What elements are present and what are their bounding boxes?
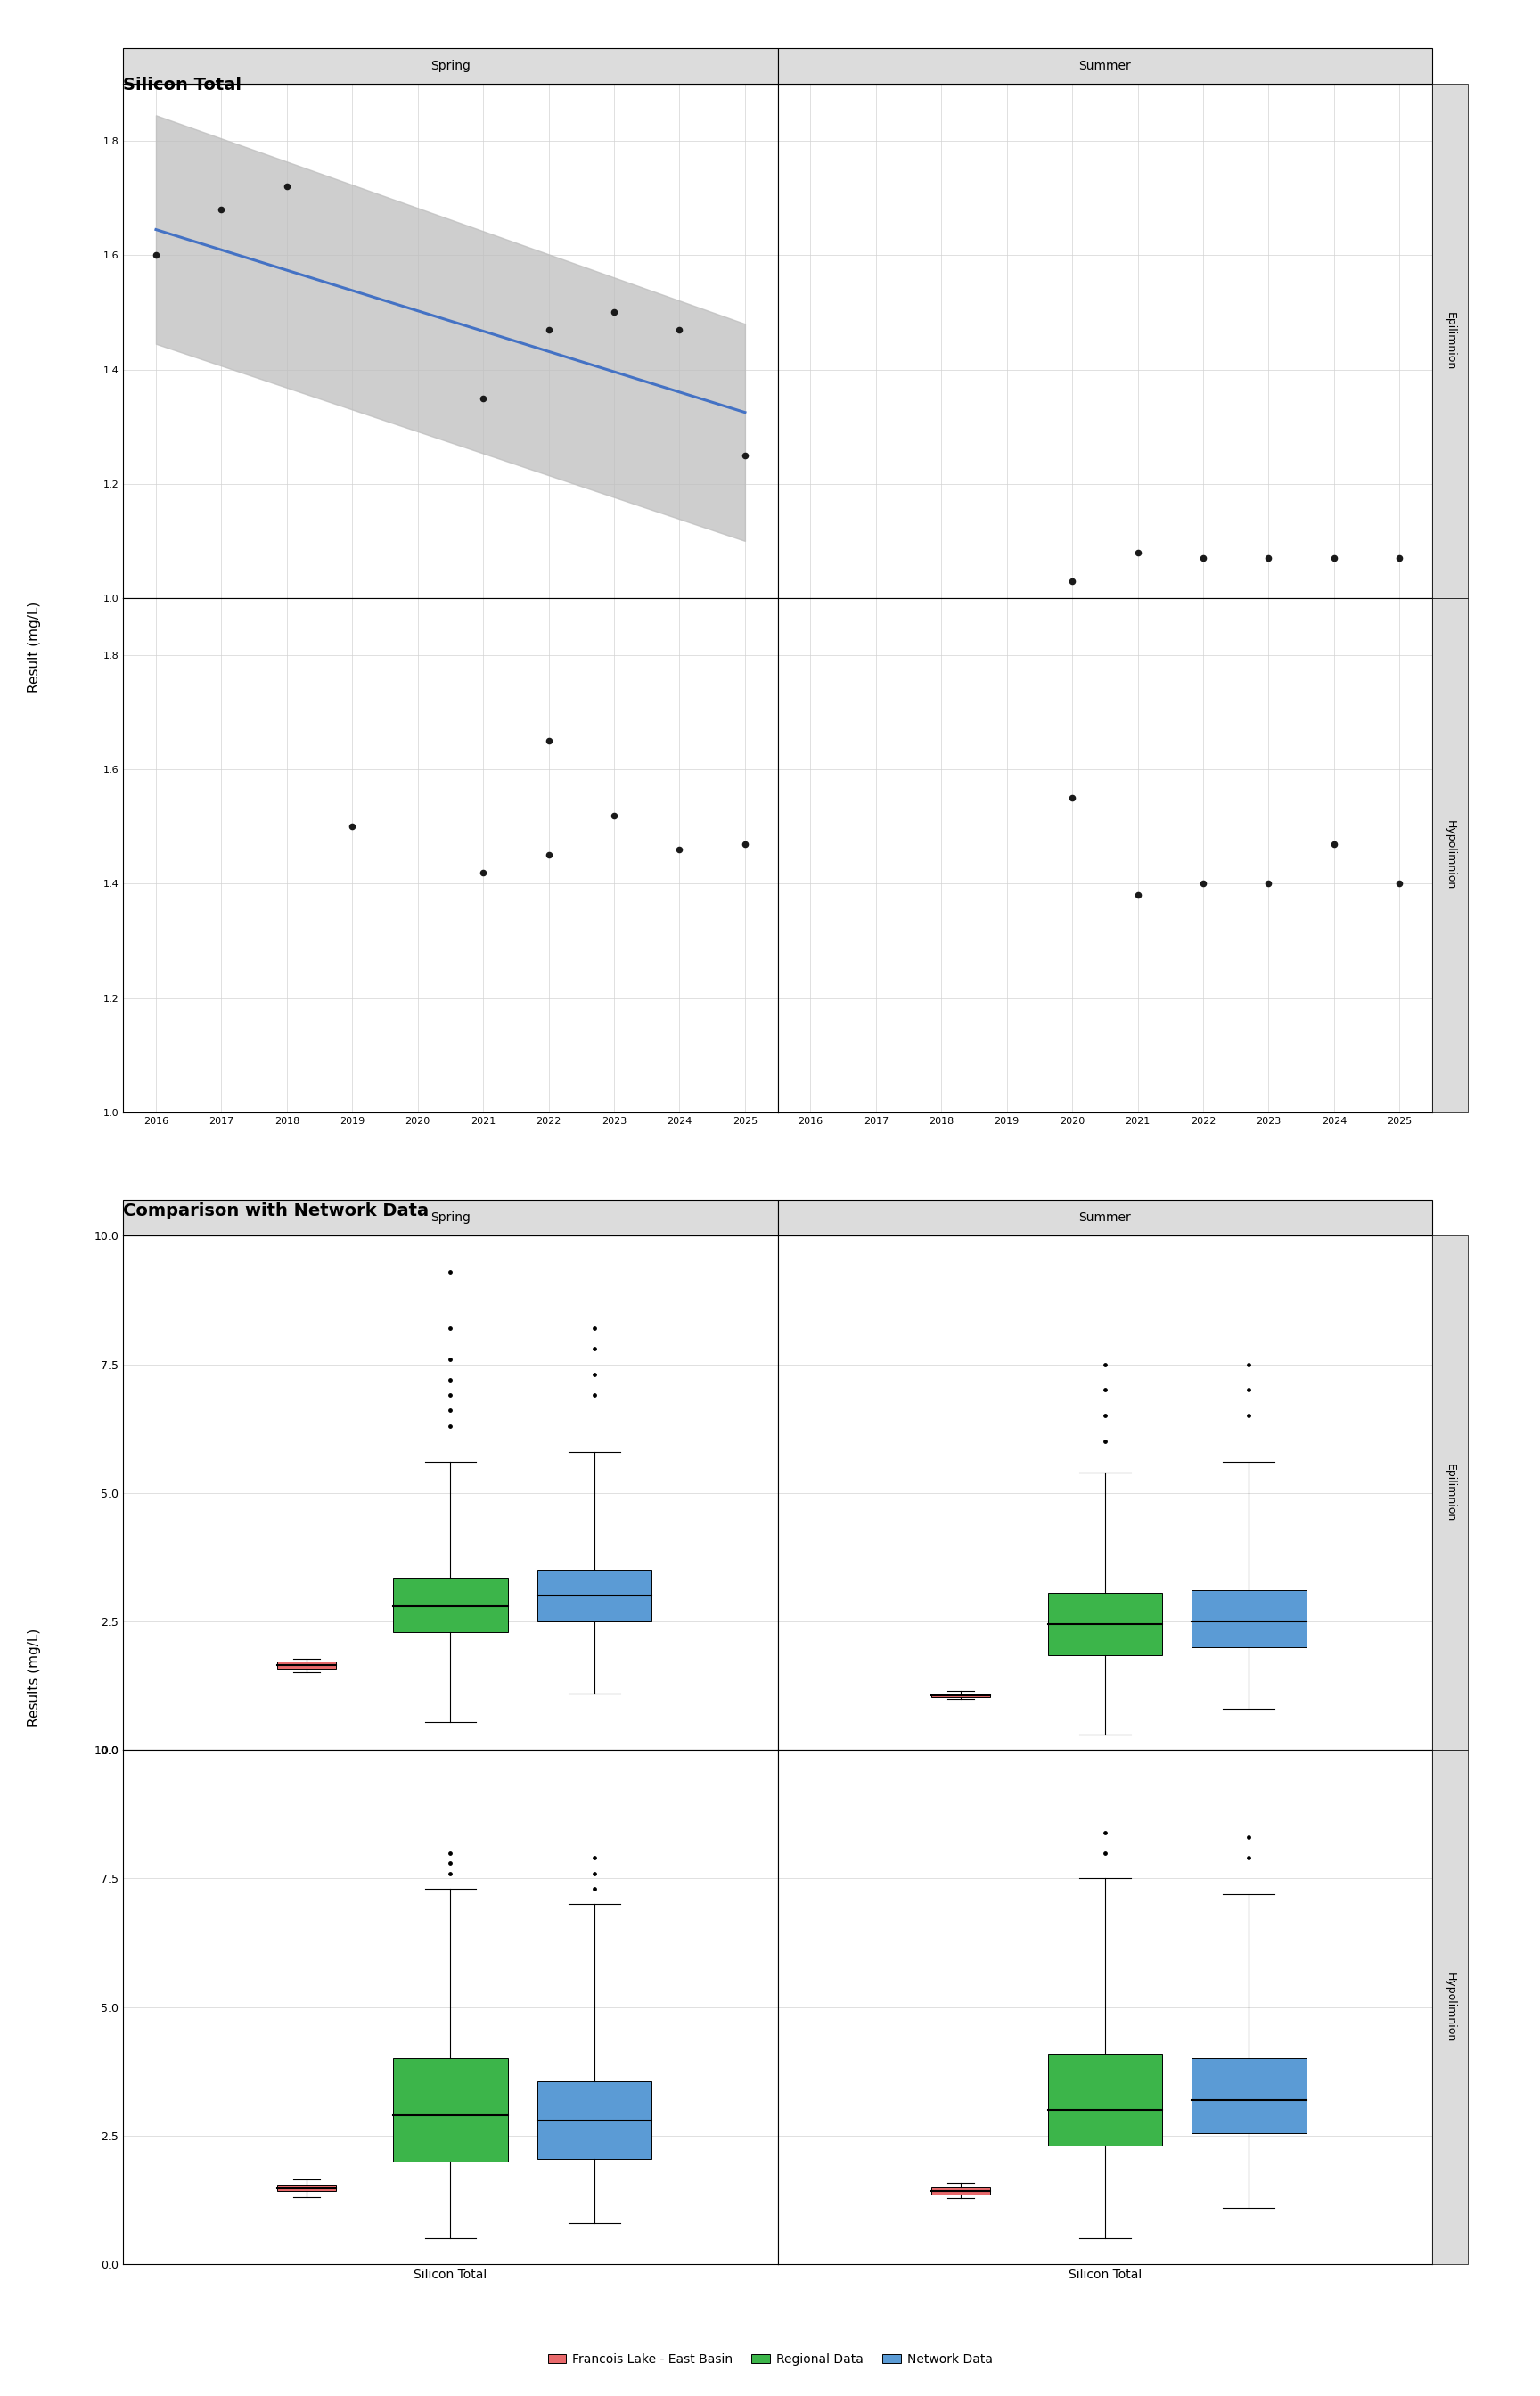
Point <box>733 824 758 863</box>
FancyBboxPatch shape <box>123 1200 778 1236</box>
FancyBboxPatch shape <box>778 48 1432 84</box>
Bar <box>393 2058 508 2161</box>
Point <box>582 1838 607 1876</box>
Point <box>437 1406 462 1445</box>
Point <box>1126 877 1150 915</box>
Point <box>437 1361 462 1399</box>
Point <box>1093 1371 1118 1409</box>
Point <box>437 1308 462 1347</box>
Point <box>1237 1344 1261 1382</box>
Point <box>1060 561 1084 599</box>
Point <box>667 831 691 870</box>
Point <box>536 311 561 350</box>
Point <box>1126 534 1150 573</box>
Point <box>1321 824 1346 863</box>
Point <box>602 795 627 834</box>
Point <box>1093 1423 1118 1462</box>
Text: Results (mg/L): Results (mg/L) <box>28 1627 40 1728</box>
Point <box>274 168 299 206</box>
Bar <box>277 1660 336 1668</box>
Point <box>582 1375 607 1414</box>
Point <box>1190 539 1215 577</box>
Point <box>1388 865 1412 903</box>
Point <box>1257 539 1281 577</box>
Text: Summer: Summer <box>1080 60 1130 72</box>
Text: Spring: Spring <box>431 60 470 72</box>
Legend: Francois Lake - East Basin, Regional Data, Network Data: Francois Lake - East Basin, Regional Dat… <box>542 2348 998 2370</box>
Point <box>437 1339 462 1378</box>
Point <box>1237 1819 1261 1857</box>
Bar <box>393 1577 508 1632</box>
Point <box>1237 1371 1261 1409</box>
Point <box>1321 539 1346 577</box>
Point <box>582 1356 607 1394</box>
FancyBboxPatch shape <box>1432 599 1468 1112</box>
Point <box>437 1833 462 1871</box>
FancyBboxPatch shape <box>123 48 778 84</box>
Point <box>536 721 561 760</box>
Bar <box>277 2185 336 2192</box>
Bar <box>537 2082 651 2159</box>
Point <box>1237 1838 1261 1876</box>
FancyBboxPatch shape <box>778 1200 1432 1236</box>
Point <box>437 1253 462 1291</box>
Point <box>209 189 234 228</box>
Point <box>437 1375 462 1414</box>
FancyBboxPatch shape <box>1432 1749 1468 2264</box>
Point <box>471 379 496 417</box>
Point <box>437 1392 462 1430</box>
Text: Spring: Spring <box>431 1212 470 1224</box>
Point <box>667 311 691 350</box>
Text: Hypolimnion: Hypolimnion <box>1445 1972 1455 2041</box>
Point <box>471 853 496 891</box>
Point <box>340 807 365 846</box>
Text: Result (mg/L): Result (mg/L) <box>28 601 40 692</box>
Point <box>536 836 561 875</box>
Text: Epilimnion: Epilimnion <box>1445 1464 1455 1521</box>
Point <box>1190 865 1215 903</box>
Point <box>1060 779 1084 817</box>
Point <box>1093 1397 1118 1435</box>
Point <box>1237 1397 1261 1435</box>
Point <box>1093 1344 1118 1382</box>
FancyBboxPatch shape <box>1432 1236 1468 1749</box>
Bar <box>1192 2058 1306 2132</box>
Bar <box>1047 1593 1163 1656</box>
Text: Comparison with Network Data: Comparison with Network Data <box>123 1203 430 1220</box>
Bar <box>1192 1591 1306 1646</box>
Point <box>143 237 168 276</box>
Point <box>582 1308 607 1347</box>
Text: Epilimnion: Epilimnion <box>1445 311 1455 369</box>
Bar <box>932 2188 990 2195</box>
FancyBboxPatch shape <box>1432 84 1468 599</box>
Point <box>1093 1814 1118 1852</box>
Text: Hypolimnion: Hypolimnion <box>1445 819 1455 889</box>
Point <box>437 1845 462 1883</box>
Point <box>582 1330 607 1368</box>
Point <box>582 1855 607 1893</box>
Point <box>733 436 758 474</box>
Text: Summer: Summer <box>1080 1212 1130 1224</box>
Point <box>602 292 627 331</box>
Bar <box>1047 2053 1163 2147</box>
Bar <box>537 1569 651 1622</box>
Point <box>1093 1833 1118 1871</box>
Point <box>1257 865 1281 903</box>
Point <box>582 1869 607 1907</box>
Bar <box>932 1694 990 1696</box>
Point <box>1388 539 1412 577</box>
Point <box>437 1855 462 1893</box>
Text: Silicon Total: Silicon Total <box>123 77 242 93</box>
